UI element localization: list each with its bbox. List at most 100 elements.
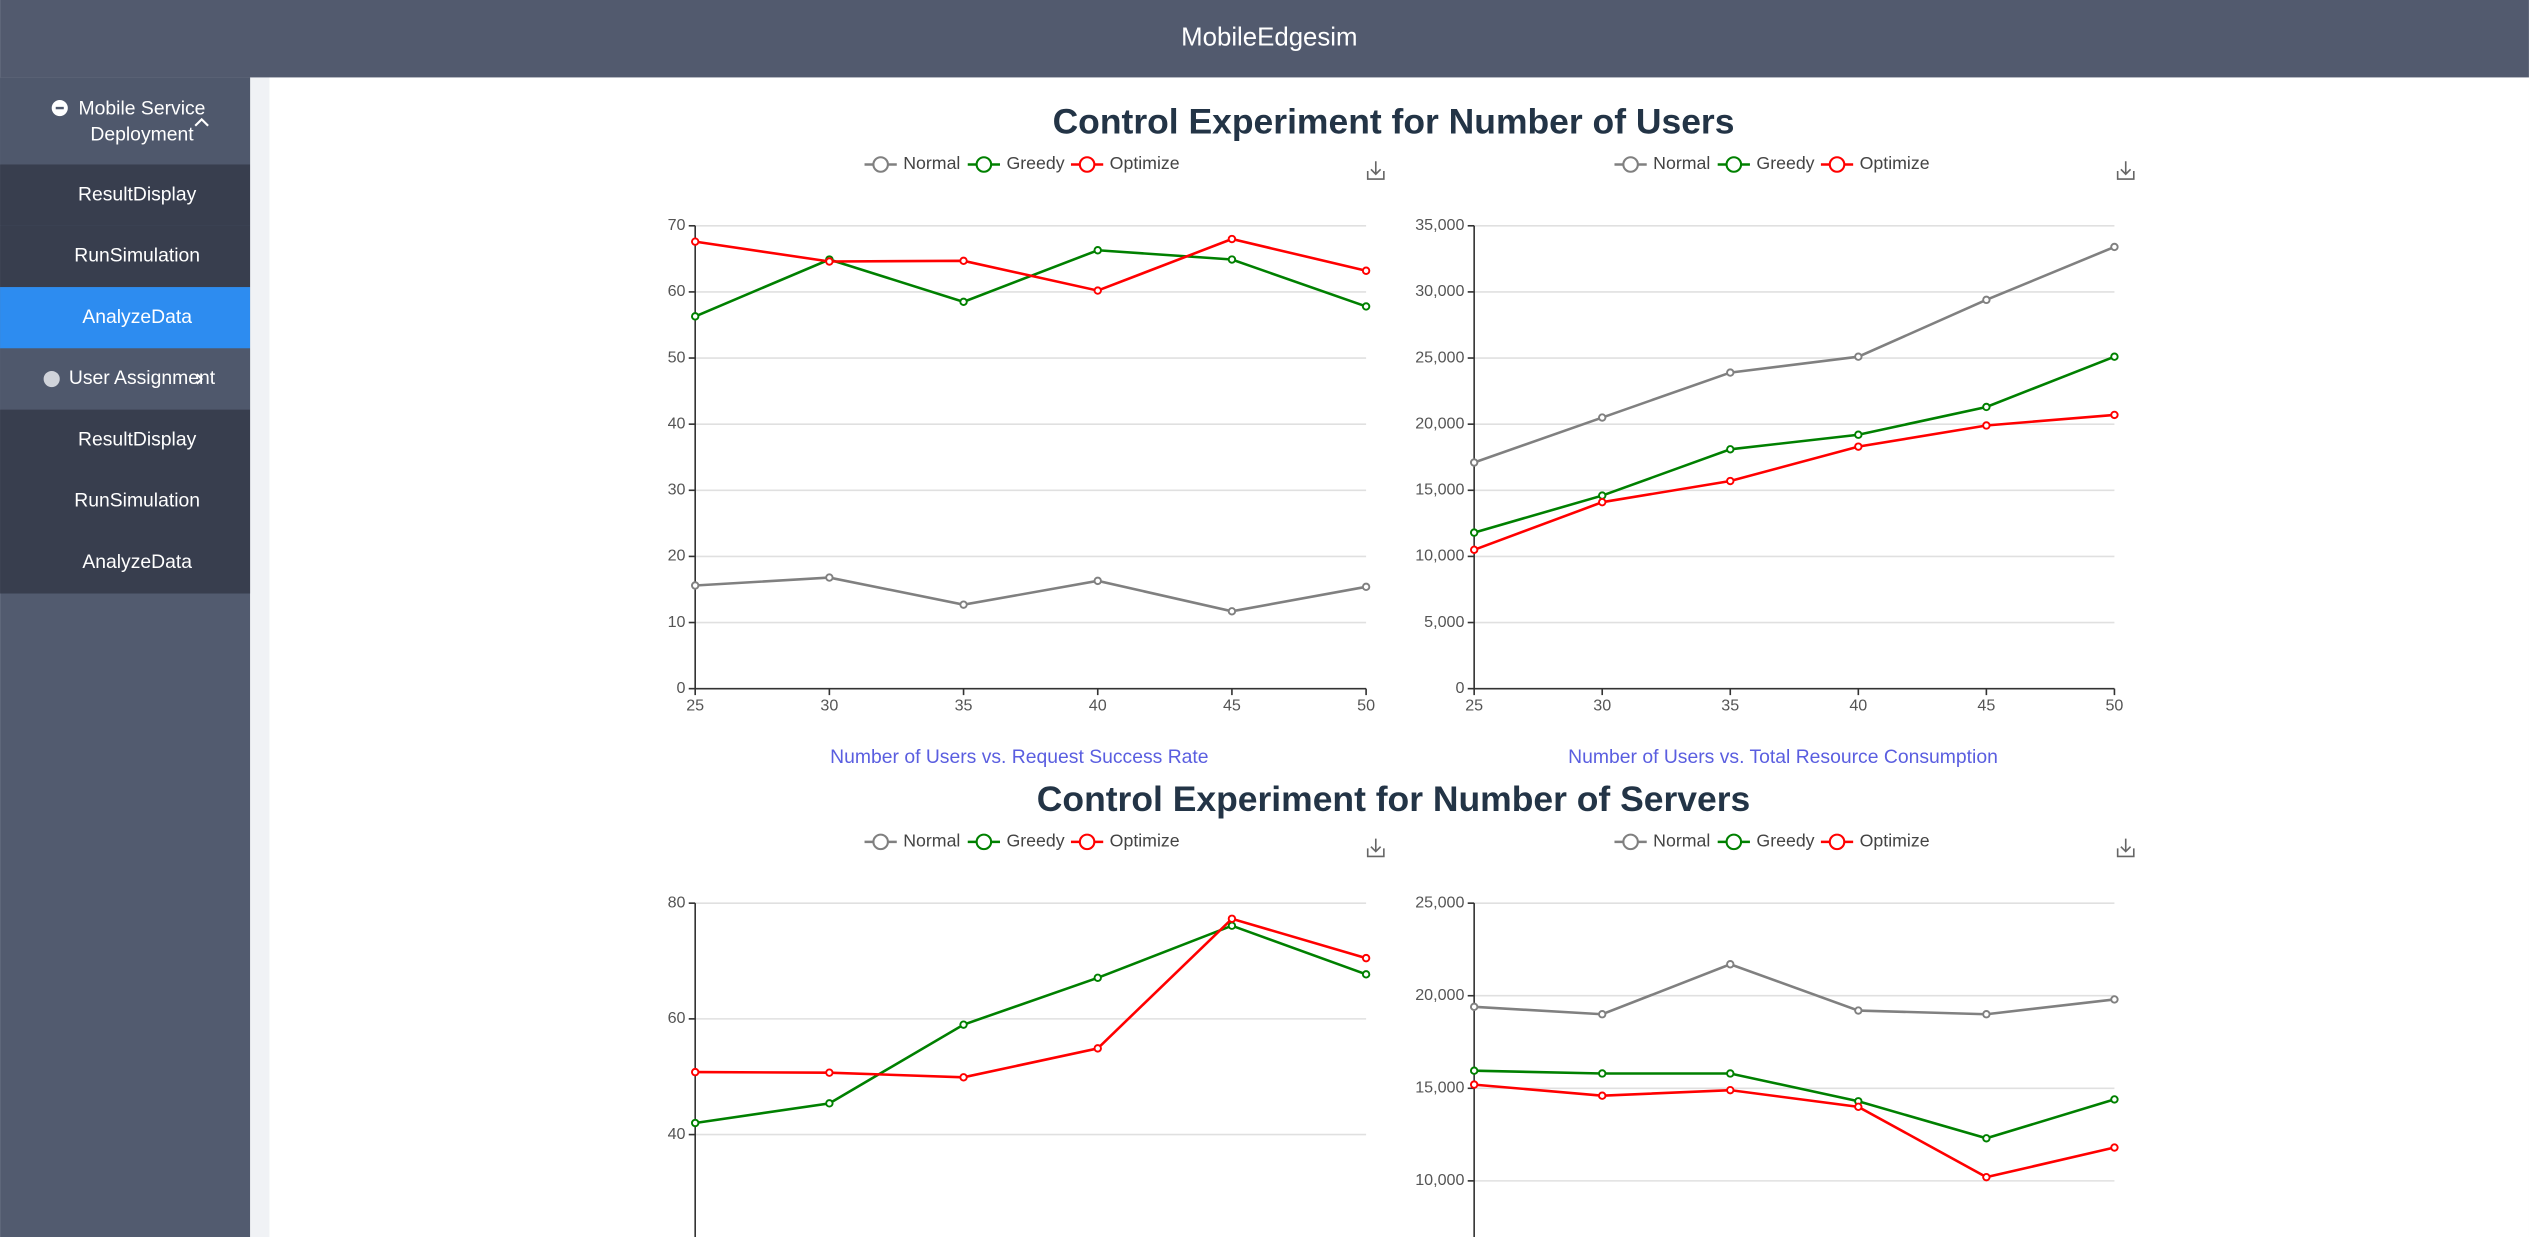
data-point [959, 600, 968, 609]
download-icon[interactable] [2116, 838, 2135, 858]
legend-marker[interactable] [1828, 156, 1846, 173]
legend-marker[interactable] [1622, 156, 1639, 173]
menu-header[interactable] [0, 77, 251, 165]
data-point [690, 312, 700, 321]
legend-label[interactable]: Normal [903, 153, 960, 173]
data-point [959, 1073, 968, 1082]
legend-marker[interactable] [1828, 833, 1846, 851]
y-tick-label: 20 [668, 547, 686, 565]
series-line [1474, 1083, 2115, 1179]
chart-subtitle: Number of Users vs. Request Success Rate [830, 746, 1208, 768]
data-point [690, 581, 700, 590]
download-icon[interactable] [1366, 161, 1385, 180]
data-point [1726, 960, 1735, 969]
menu-item[interactable]: AnalyzeData [82, 551, 192, 573]
menu-item[interactable]: RunSimulation [74, 490, 200, 512]
x-tick-label: 25 [686, 697, 704, 715]
legend-marker[interactable] [975, 833, 993, 851]
menu-icon [43, 370, 60, 388]
x-tick-label: 25 [1465, 697, 1483, 715]
menu-item-bg [0, 164, 251, 226]
menu-item[interactable]: ResultDisplay [78, 428, 197, 450]
legend-label[interactable]: Normal [1653, 153, 1710, 173]
legend-marker[interactable] [1725, 156, 1743, 173]
section-title: Control Experiment for Number of Servers [1037, 779, 1750, 819]
legend-label[interactable]: Optimize [1860, 153, 1930, 173]
legend-marker[interactable] [1622, 833, 1639, 851]
series-line [1473, 245, 2115, 464]
data-point [1093, 1044, 1102, 1053]
legend-marker[interactable] [872, 833, 889, 851]
menu-title[interactable]: Mobile Service Deployment [78, 96, 206, 146]
legend-marker[interactable] [1725, 833, 1743, 851]
y-tick-label: 80 [668, 893, 686, 911]
legend-label[interactable]: Greedy [1006, 153, 1064, 173]
data-point [1469, 528, 1479, 537]
x-tick-label: 35 [955, 697, 973, 715]
data-point [1726, 476, 1735, 486]
legend-label[interactable]: Greedy [1756, 831, 1814, 851]
data-point [1361, 302, 1371, 311]
download-icon[interactable] [1366, 838, 1385, 858]
y-tick-label: 70 [668, 216, 686, 234]
y-tick-label: 10 [668, 613, 686, 631]
x-tick-label: 40 [1849, 697, 1867, 715]
y-tick-label: 40 [668, 414, 686, 432]
legend-marker[interactable] [1078, 156, 1096, 173]
series-line [1474, 1069, 2115, 1140]
download-icon[interactable] [2116, 161, 2135, 180]
chart: 10,000 15,000 20,000 25,000 Normal Greedy Opti… [1415, 831, 2135, 1237]
data-point [1726, 445, 1735, 454]
data-point [1227, 234, 1237, 244]
legend-marker[interactable] [1078, 833, 1096, 851]
x-tick-label: 35 [1721, 697, 1739, 715]
y-tick-label: 15,000 [1415, 481, 1464, 499]
data-point [1982, 1172, 1991, 1182]
data-point [1361, 582, 1371, 592]
data-point [1598, 1091, 1607, 1100]
legend-label[interactable]: Greedy [1006, 831, 1064, 851]
y-tick-label: 20,000 [1415, 414, 1464, 432]
y-tick-label: 35,000 [1415, 216, 1464, 234]
legend-label[interactable]: Greedy [1756, 153, 1814, 173]
menu-item[interactable]: AnalyzeData [82, 306, 192, 328]
data-point [1854, 1102, 1863, 1112]
data-point [1726, 1085, 1735, 1095]
legend-label[interactable]: Optimize [1110, 831, 1180, 851]
data-point [2110, 410, 2119, 420]
data-point [1093, 973, 1102, 982]
data-point [2110, 242, 2119, 252]
legend-marker[interactable] [872, 156, 889, 173]
data-point [1227, 921, 1237, 930]
menu-item[interactable]: RunSimulation [74, 245, 200, 267]
data-point [690, 237, 700, 246]
data-point [2110, 352, 2119, 361]
x-tick-label: 30 [1593, 697, 1611, 715]
legend-marker[interactable] [975, 156, 993, 173]
data-point [2110, 995, 2119, 1004]
menu-group: User Assignment ResultDisplay RunSimulat… [0, 348, 251, 594]
data-point [1093, 246, 1102, 255]
data-point [825, 573, 834, 582]
y-tick-label: 30,000 [1415, 282, 1464, 300]
legend-label[interactable]: Optimize [1860, 831, 1930, 851]
y-tick-label: 25,000 [1415, 348, 1464, 366]
data-point [1469, 545, 1479, 554]
data-point [1469, 1002, 1479, 1012]
x-tick-label: 40 [1089, 697, 1107, 715]
legend-label[interactable]: Normal [1653, 831, 1710, 851]
y-tick-label: 15,000 [1415, 1079, 1464, 1097]
data-point [959, 297, 968, 307]
legend-label[interactable]: Normal [903, 831, 960, 851]
menu-header[interactable] [0, 348, 251, 410]
y-tick-label: 20,000 [1415, 986, 1464, 1004]
data-point [1982, 1010, 1991, 1019]
chevron [194, 117, 209, 127]
menu-title[interactable]: User Assignment [69, 367, 216, 389]
data-point [1598, 413, 1607, 422]
x-tick-label: 50 [2105, 697, 2123, 715]
data-point [1227, 255, 1237, 264]
legend-label[interactable]: Optimize [1110, 153, 1180, 173]
menu-item[interactable]: ResultDisplay [78, 183, 197, 205]
data-point [1982, 421, 1991, 430]
